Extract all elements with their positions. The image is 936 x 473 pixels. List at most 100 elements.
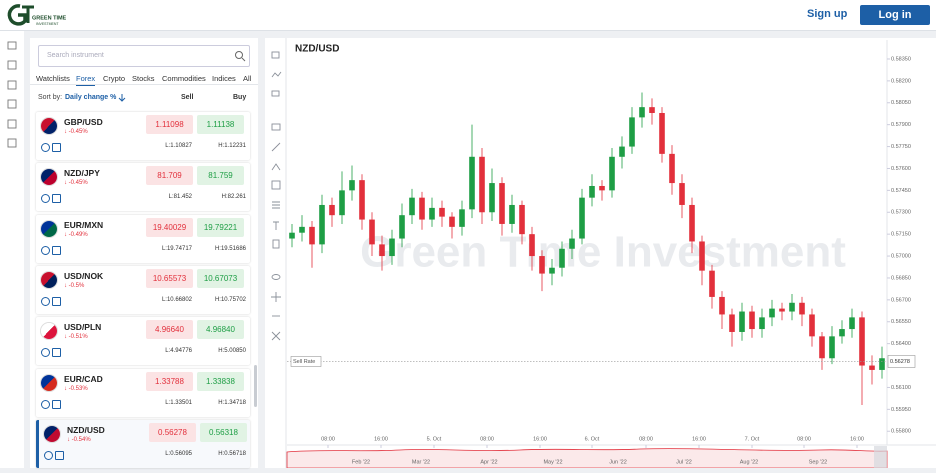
candle-body <box>299 226 305 233</box>
y-tick-label: 0.58050 <box>891 100 911 106</box>
navigator-label: Apr '22 <box>480 459 497 465</box>
star-icon[interactable] <box>52 194 61 204</box>
sell-price[interactable]: 19.40029 <box>146 217 193 237</box>
instrument-card[interactable]: GBP/USD ↓ -0.45% 1.11098 1.11138 L:1.10827 H:… <box>36 112 250 160</box>
tab[interactable]: Commodities <box>162 74 206 83</box>
tool-icon[interactable] <box>271 90 280 97</box>
icon[interactable] <box>7 119 17 129</box>
candle-body <box>809 314 815 337</box>
logo-mark <box>7 4 27 26</box>
navigator-label: Jul '22 <box>676 459 692 465</box>
icon[interactable] <box>7 138 17 148</box>
x-tick-label: 16:00 <box>374 436 388 442</box>
tab[interactable]: Forex <box>76 74 96 86</box>
star-icon[interactable] <box>52 399 61 409</box>
buy-price[interactable]: 10.67073 <box>197 268 244 288</box>
tab[interactable]: Stocks <box>132 74 155 83</box>
tool-icon[interactable] <box>271 274 281 280</box>
sell-price[interactable]: 1.11098 <box>146 115 193 134</box>
x-tick-label: 16:00 <box>533 436 547 442</box>
tool-icon[interactable] <box>271 180 281 190</box>
candle-body <box>469 156 475 210</box>
tool-icon[interactable] <box>272 239 280 249</box>
tool-icon[interactable] <box>271 51 280 59</box>
log-in-button[interactable]: Log in <box>860 5 930 25</box>
tool-icon[interactable] <box>271 163 281 171</box>
candle-body <box>849 317 855 330</box>
buy-price[interactable]: 1.11138 <box>197 115 244 134</box>
y-tick-label: 0.58350 <box>891 56 911 62</box>
instrument-card[interactable]: EUR/CAD ↓ -0.53% 1.33788 1.33838 L:1.33501 H:… <box>36 368 250 417</box>
sell-price[interactable]: 4.96640 <box>146 320 193 340</box>
candle-body <box>599 185 605 191</box>
candle-body <box>449 216 455 227</box>
buy-price[interactable]: 0.56318 <box>200 422 247 442</box>
day-high: H:82.261 <box>221 194 246 201</box>
candle-body <box>389 238 395 257</box>
navigator-handle[interactable] <box>874 446 887 468</box>
info-icon[interactable] <box>41 348 50 358</box>
buy-price[interactable]: 19.79221 <box>197 217 244 237</box>
sort-field[interactable]: Daily change % <box>65 94 117 101</box>
sign-up[interactable]: Sign up <box>807 8 848 20</box>
info-icon[interactable] <box>41 399 50 409</box>
tool-icon[interactable] <box>271 123 281 131</box>
icon[interactable] <box>7 80 17 90</box>
sell-price[interactable]: 10.65573 <box>146 268 193 288</box>
instrument-card[interactable]: NZD/USD ↓ -0.54% 0.56278 0.56318 L:0.56095 H:… <box>36 419 250 468</box>
day-high: H:1.34718 <box>218 399 246 406</box>
navigator-area[interactable] <box>286 448 888 469</box>
star-icon[interactable] <box>52 245 61 255</box>
instrument-card[interactable]: NZD/JPY ↓ -0.45% 81.709 81.759 L:81.452 H:82.… <box>36 163 250 212</box>
star-icon[interactable] <box>52 348 61 358</box>
candle-body <box>479 156 485 213</box>
search-box[interactable]: Search instrument <box>38 45 250 67</box>
candle-body <box>709 270 715 297</box>
star-icon[interactable] <box>55 450 64 460</box>
buy-price[interactable]: 1.33838 <box>197 371 244 391</box>
buy-price[interactable]: 4.96840 <box>197 320 244 340</box>
info-icon[interactable] <box>41 296 50 306</box>
y-tick-label: 0.58200 <box>891 78 911 84</box>
tab[interactable]: All <box>243 74 252 83</box>
tool-icon[interactable] <box>273 221 279 230</box>
tool-icon[interactable] <box>271 71 282 78</box>
info-icon[interactable] <box>44 450 53 460</box>
star-icon[interactable] <box>52 296 61 306</box>
tool-icon[interactable] <box>271 292 281 302</box>
instrument-card[interactable]: USD/NOK ↓ -0.5% 10.65573 10.67073 L:10.66802… <box>36 265 250 314</box>
candle-body <box>649 107 655 113</box>
tool-icon[interactable] <box>271 331 281 341</box>
sell-price[interactable]: 81.709 <box>146 166 193 186</box>
candle-body <box>509 204 515 224</box>
candle-body <box>819 336 825 359</box>
flag <box>44 425 60 442</box>
instrument-card[interactable]: USD/PLN ↓ -0.51% 4.96640 4.96840 L:4.94776 H:… <box>36 317 250 366</box>
sell-price[interactable]: 0.56278 <box>149 422 196 442</box>
symbol: USD/PLN <box>64 322 102 333</box>
sell-price[interactable]: 1.33788 <box>146 371 193 391</box>
tool-icon[interactable] <box>272 201 280 209</box>
symbol: EUR/CAD <box>64 373 103 384</box>
info-icon[interactable] <box>41 194 50 204</box>
flag <box>41 220 57 237</box>
candle-body <box>759 317 765 330</box>
scrollbar[interactable] <box>254 365 257 407</box>
icon[interactable] <box>7 99 17 109</box>
info-icon[interactable] <box>41 245 50 255</box>
icon[interactable] <box>7 60 17 70</box>
buy-price[interactable]: 81.759 <box>197 166 244 186</box>
candle-body <box>579 197 585 239</box>
tool-icon[interactable] <box>271 142 281 152</box>
star-icon[interactable] <box>52 143 61 152</box>
info-icon[interactable] <box>41 143 50 152</box>
candle-body <box>669 153 675 184</box>
logo[interactable]: GREEN TIME INVESTMENT <box>6 3 106 29</box>
tab[interactable]: Watchlists <box>36 74 70 83</box>
candle-body <box>829 336 835 359</box>
icon[interactable] <box>7 41 17 50</box>
tab[interactable]: Crypto <box>103 74 126 83</box>
day-low: L:0.56095 <box>165 450 192 457</box>
tab[interactable]: Indices <box>212 74 236 83</box>
instrument-card[interactable]: EUR/MXN ↓ -0.49% 19.40029 19.79221 L:19.7471… <box>36 214 250 263</box>
